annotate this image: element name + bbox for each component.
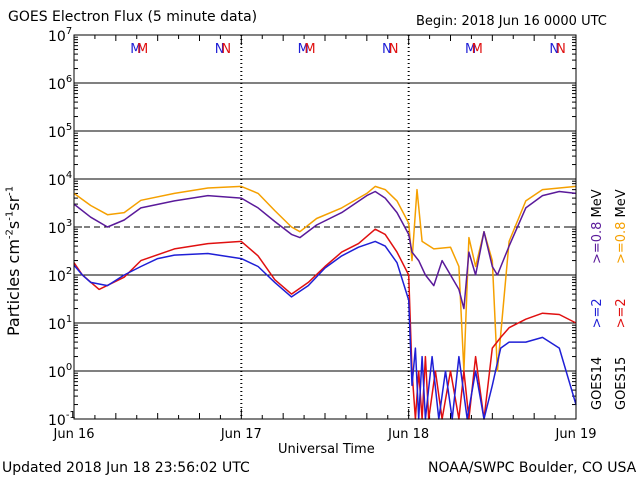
y-axis-title-exp-3: -1 xyxy=(4,185,16,196)
day-night-marker: N xyxy=(221,42,231,57)
day-night-marker: M xyxy=(298,42,309,57)
plot-frame xyxy=(73,34,577,420)
data-source: NOAA/SWPC Boulder, CO USA xyxy=(428,460,637,476)
day-night-marker: N xyxy=(556,42,566,57)
x-axis-title: Universal Time xyxy=(278,442,375,457)
y-tick-label: 106 xyxy=(48,74,72,93)
y-axis-title-exp-1: -2 xyxy=(4,229,16,240)
y-tick-label: 101 xyxy=(48,314,72,333)
y-tick-label: 104 xyxy=(48,170,72,189)
x-tick-label: Jun 18 xyxy=(387,427,429,442)
y-tick-label: 105 xyxy=(48,122,72,141)
series-line-2 xyxy=(73,228,577,420)
day-night-marker: M xyxy=(304,42,315,57)
y-axis-title-particles: Particles cm xyxy=(4,239,23,336)
legend-goes14-label: GOES14 xyxy=(590,356,605,410)
y-tick-label: 107 xyxy=(48,26,72,45)
day-night-marker: N xyxy=(382,42,392,57)
y-axis-title-exp-2: -1 xyxy=(4,210,16,221)
y-tick-label: 100 xyxy=(48,362,72,381)
updated-time: Updated 2018 Jun 18 23:56:02 UTC xyxy=(2,460,250,476)
day-night-marker: N xyxy=(549,42,559,57)
day-night-marker: N xyxy=(215,42,225,57)
begin-time: Begin: 2018 Jun 16 0000 UTC xyxy=(416,14,607,29)
legend-goes15-ge08: >=0.8 xyxy=(614,221,629,265)
day-night-marker: N xyxy=(389,42,399,57)
y-axis-title-sr: sr xyxy=(4,195,23,211)
y-tick-label: 103 xyxy=(48,218,72,237)
x-tick-label: Jun 17 xyxy=(220,427,262,442)
series-line-0 xyxy=(73,185,577,372)
y-axis-title-s: s xyxy=(4,220,23,230)
y-tick-label: 10-1 xyxy=(48,410,76,429)
x-tick-label: Jun 19 xyxy=(555,427,597,442)
day-night-marker: M xyxy=(465,42,476,57)
y-axis-title: Particles cm-2s-1sr-1 xyxy=(4,186,23,336)
day-night-marker: M xyxy=(137,42,148,57)
series-line-1 xyxy=(73,190,577,310)
legend-goes15-mev: MeV xyxy=(614,189,629,218)
x-tick-label: Jun 16 xyxy=(53,427,95,442)
chart-title: GOES Electron Flux (5 minute data) xyxy=(8,9,258,25)
legend-goes14-mev: MeV xyxy=(590,189,605,218)
legend-goes14-ge2: >=2 xyxy=(590,298,605,329)
legend-goes15-label: GOES15 xyxy=(614,356,629,410)
legend-goes15: GOES15 >=2 >=0.8 MeV xyxy=(614,160,629,410)
day-night-marker: M xyxy=(130,42,141,57)
day-night-marker: M xyxy=(472,42,483,57)
legend-goes14: GOES14 >=2 >=0.8 MeV xyxy=(590,160,605,410)
y-tick-label: 102 xyxy=(48,266,72,285)
series-line-3 xyxy=(73,240,577,420)
legend-goes15-ge2: >=2 xyxy=(614,298,629,329)
legend-goes14-ge08: >=0.8 xyxy=(590,221,605,265)
